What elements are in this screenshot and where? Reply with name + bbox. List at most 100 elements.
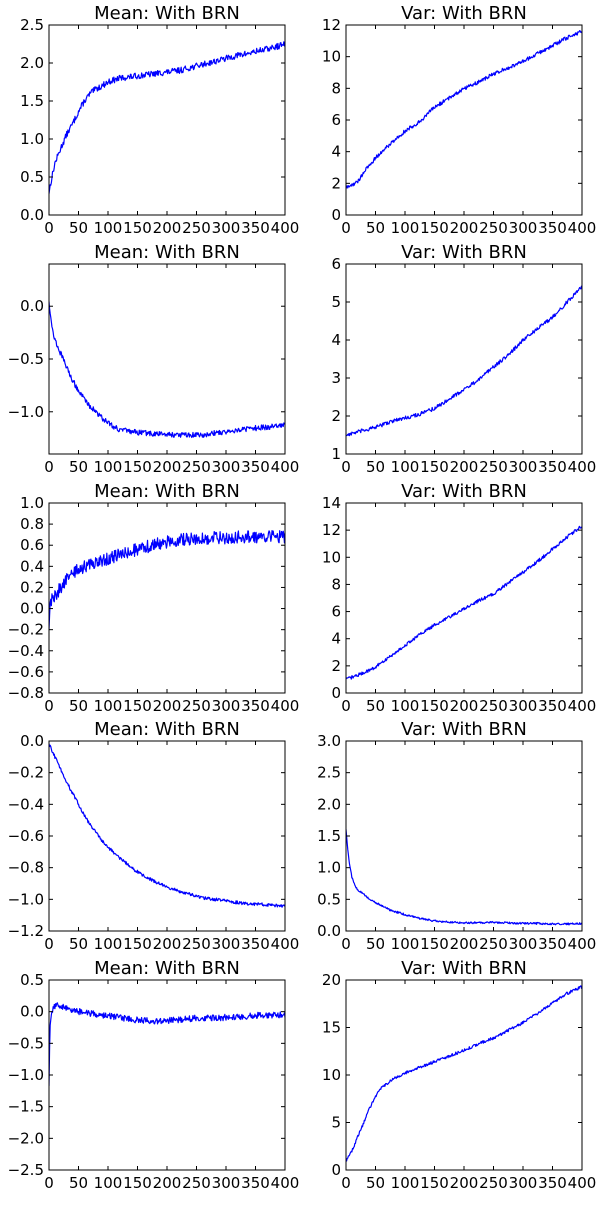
y-tick-label: 20	[322, 971, 341, 989]
y-tick-label: 0.8	[20, 515, 44, 533]
y-tick-label: −0.4	[8, 642, 44, 660]
y-tick-label: −0.2	[8, 621, 44, 639]
plot-frame	[345, 24, 583, 216]
plot-frame	[345, 740, 583, 932]
x-tick-label: 200	[450, 458, 479, 476]
subplot-2: Var: With BRN 0 50 100 150 200 250 300 350 400 0 2 4…	[322, 3, 596, 237]
x-tick-label: 300	[509, 458, 538, 476]
x-tick-label: 100	[391, 935, 420, 953]
y-tick-label: −0.6	[8, 827, 44, 845]
y-tick-label: −1.0	[8, 1066, 44, 1084]
x-tick-label: 350	[538, 458, 567, 476]
x-tick-label: 0	[44, 1174, 54, 1192]
y-tick-label: −0.8	[8, 684, 44, 702]
y-tick-label: 4	[331, 331, 341, 349]
x-tick-label: 200	[450, 219, 479, 237]
x-tick-label: 150	[420, 219, 449, 237]
subplot-5: Mean: With BRN 0 50 100 150 200 250 300 350 400 −0…	[8, 481, 300, 715]
y-tick-label: 2.5	[20, 16, 44, 34]
y-tick-label: 0	[331, 206, 341, 224]
x-tick-label: 250	[479, 458, 508, 476]
y-tick-label: 10	[322, 48, 341, 66]
series-line	[346, 285, 582, 437]
y-tick-label: 12	[322, 16, 341, 34]
plot-frame	[48, 502, 286, 694]
y-tick-label: −0.5	[8, 350, 44, 368]
y-tick-label: 0.6	[20, 536, 44, 554]
y-tick-label: 8	[331, 79, 341, 97]
x-tick-label: 100	[94, 219, 123, 237]
x-tick-label: 50	[366, 697, 385, 715]
x-tick-label: 0	[44, 697, 54, 715]
subplot-title: Var: With BRN	[401, 958, 527, 979]
x-tick-label: 200	[450, 935, 479, 953]
x-tick-label: 50	[69, 1174, 88, 1192]
x-tick-label: 400	[568, 935, 597, 953]
x-tick-label: 350	[538, 1174, 567, 1192]
x-tick-label: 150	[123, 935, 152, 953]
x-tick-label: 50	[366, 458, 385, 476]
x-tick-label: 250	[182, 1174, 211, 1192]
y-tick-label: −1.0	[8, 403, 44, 421]
subplot-title: Mean: With BRN	[94, 242, 240, 263]
x-tick-label: 250	[479, 1174, 508, 1192]
series-line	[49, 1002, 285, 1086]
y-tick-label: 1	[331, 445, 341, 463]
x-tick-label: 350	[538, 697, 567, 715]
y-tick-label: 0.0	[20, 206, 44, 224]
x-tick-label: 50	[69, 935, 88, 953]
x-tick-label: 100	[94, 697, 123, 715]
x-tick-label: 350	[241, 935, 270, 953]
x-tick-label: 50	[69, 219, 88, 237]
y-tick-label: −0.5	[8, 1034, 44, 1052]
subplot-title: Var: With BRN	[401, 3, 527, 24]
x-tick-label: 100	[94, 1174, 123, 1192]
x-tick-label: 350	[241, 458, 270, 476]
y-tick-label: 0.0	[317, 922, 341, 940]
subplot-7: Mean: With BRN 0 50 100 150 200 250 300 350 400 −1…	[8, 719, 300, 953]
x-tick-label: 0	[341, 458, 351, 476]
x-tick-label: 150	[123, 219, 152, 237]
x-tick-label: 300	[212, 219, 241, 237]
subplot-title: Mean: With BRN	[94, 958, 240, 979]
x-tick-label: 0	[44, 219, 54, 237]
x-tick-label: 0	[341, 219, 351, 237]
subplot-9: Mean: With BRN 0 50 100 150 200 250 300 350 400 −2…	[8, 958, 300, 1192]
x-tick-label: 250	[182, 935, 211, 953]
x-tick-label: 50	[366, 935, 385, 953]
x-tick-label: 250	[479, 219, 508, 237]
x-tick-label: 400	[271, 697, 300, 715]
subplot-6: Var: With BRN 0 50 100 150 200 250 300 350 400 0 2 4…	[322, 481, 596, 715]
series-line	[346, 30, 582, 189]
x-tick-label: 100	[391, 697, 420, 715]
x-tick-label: 150	[420, 458, 449, 476]
x-tick-label: 200	[450, 1174, 479, 1192]
x-tick-label: 150	[420, 935, 449, 953]
series-line	[346, 525, 582, 680]
x-tick-label: 200	[153, 1174, 182, 1192]
y-tick-label: 2.5	[317, 764, 341, 782]
x-tick-label: 0	[341, 935, 351, 953]
x-tick-label: 400	[271, 219, 300, 237]
y-tick-label: −0.8	[8, 859, 44, 877]
y-tick-label: 1.0	[317, 859, 341, 877]
x-tick-label: 100	[391, 219, 420, 237]
y-tick-label: 5	[331, 293, 341, 311]
subplot-3: Mean: With BRN 0 50 100 150 200 250 300 350 400 −1…	[8, 242, 300, 476]
y-tick-label: 1.5	[317, 827, 341, 845]
series-line	[346, 985, 582, 1162]
y-tick-label: 0.5	[20, 971, 44, 989]
x-tick-label: 400	[271, 935, 300, 953]
x-tick-label: 300	[212, 697, 241, 715]
x-tick-label: 400	[568, 219, 597, 237]
x-tick-label: 200	[153, 219, 182, 237]
y-tick-label: 8	[331, 575, 341, 593]
y-tick-label: 14	[322, 494, 341, 512]
x-tick-label: 150	[123, 697, 152, 715]
y-tick-label: 5	[331, 1114, 341, 1132]
x-tick-label: 100	[391, 1174, 420, 1192]
x-tick-label: 300	[509, 935, 538, 953]
subplot-10: Var: With BRN 0 50 100 150 200 250 300 350 400 0 5 1…	[322, 958, 596, 1192]
x-tick-label: 100	[94, 458, 123, 476]
y-tick-label: 0.0	[20, 1003, 44, 1021]
